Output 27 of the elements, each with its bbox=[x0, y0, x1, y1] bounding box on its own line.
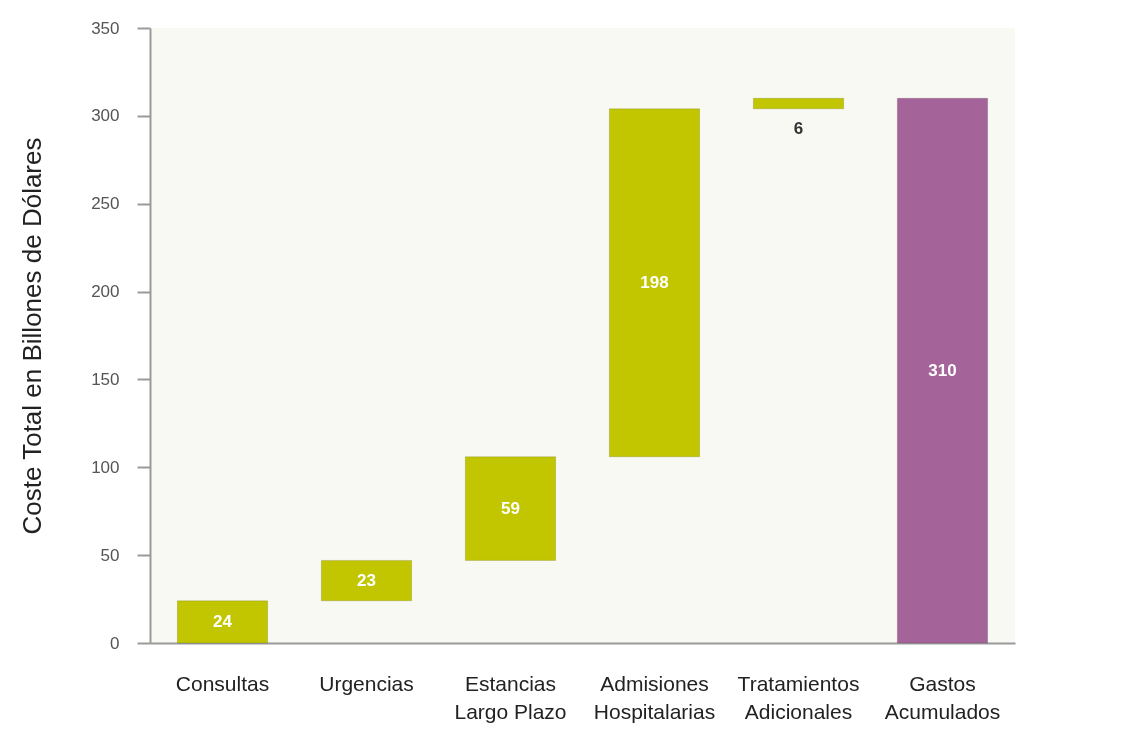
x-tick-label: Gastos Acumulados bbox=[884, 671, 1001, 723]
x-tick-label: Admisiones Hospitalarias bbox=[593, 671, 716, 723]
y-tick-label: 350 bbox=[91, 18, 120, 38]
data-label: 198 bbox=[640, 272, 669, 292]
y-tick-label: 200 bbox=[91, 282, 120, 302]
data-label: 23 bbox=[357, 570, 376, 590]
y-tick-label: 0 bbox=[110, 633, 120, 653]
y-tick-label: 100 bbox=[91, 457, 120, 477]
bar bbox=[176, 600, 269, 644]
bar bbox=[464, 456, 557, 561]
x-tick-label: Urgencias bbox=[319, 671, 414, 695]
bar bbox=[896, 97, 989, 644]
bar bbox=[608, 108, 701, 458]
bar bbox=[320, 559, 413, 602]
x-tick-label: Estancias Largo Plazo bbox=[454, 671, 567, 723]
y-tick-label: 50 bbox=[100, 545, 120, 565]
y-tick-label: 250 bbox=[91, 194, 120, 214]
x-tick-label: Consultas bbox=[175, 671, 270, 695]
data-label: 24 bbox=[213, 611, 233, 631]
bar bbox=[752, 97, 845, 110]
x-tick-label: Tratamientos Adicionales bbox=[737, 671, 860, 723]
data-label: 6 bbox=[793, 118, 804, 138]
y-tick-label: 300 bbox=[91, 106, 120, 126]
data-label: 59 bbox=[501, 498, 520, 518]
data-label: 310 bbox=[928, 360, 957, 380]
y-axis-title: Coste Total en Billones de Dólares bbox=[17, 137, 48, 535]
y-tick-label: 150 bbox=[91, 369, 120, 389]
